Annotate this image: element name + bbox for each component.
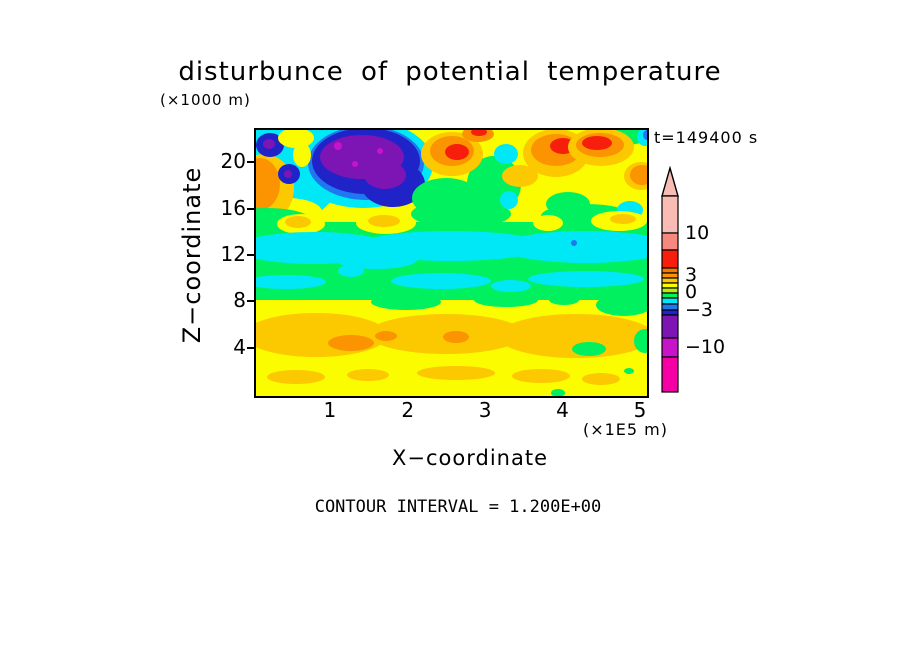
y-tick-mark bbox=[247, 208, 254, 210]
y-tick-mark bbox=[247, 347, 254, 350]
y-tick-label: 4 bbox=[233, 335, 246, 360]
y-axis-unit-label: (×1000 m) bbox=[160, 91, 251, 109]
colorbar-segment bbox=[661, 267, 679, 274]
x-tick-label: 5 bbox=[633, 398, 647, 422]
time-label: t=149400 s bbox=[654, 128, 759, 147]
plot-title: disturbunce of potential temperature bbox=[178, 57, 722, 87]
x-tick-label: 2 bbox=[401, 398, 415, 422]
colorbar-segment bbox=[661, 287, 679, 294]
y-tick-mark bbox=[247, 160, 254, 163]
colorbar-segment bbox=[661, 232, 679, 251]
x-axis-title: X−coordinate bbox=[392, 446, 548, 470]
x-tick-label: 4 bbox=[556, 398, 569, 422]
colorbar-label: −3 bbox=[685, 299, 714, 321]
colorbar-label: 0 bbox=[685, 281, 698, 303]
colorbar-segment bbox=[661, 249, 679, 269]
colorbar-segment bbox=[661, 277, 679, 284]
x-axis-unit-label: (×1E5 m) bbox=[582, 420, 668, 439]
contour-field bbox=[256, 130, 647, 396]
colorbar-label: 10 bbox=[685, 222, 710, 244]
y-tick-label: 8 bbox=[233, 288, 246, 313]
colorbar-segment bbox=[661, 314, 679, 339]
colorbar-segment bbox=[661, 337, 679, 358]
colorbar-segment bbox=[661, 297, 679, 305]
colorbar-segment bbox=[661, 303, 679, 311]
colorbar-label: 3 bbox=[685, 264, 698, 286]
colorbar-arrow-tip bbox=[661, 166, 679, 197]
contour-interval-note: CONTOUR INTERVAL = 1.200E+00 bbox=[314, 497, 602, 517]
y-tick-mark bbox=[247, 254, 254, 257]
colorbar-label: −10 bbox=[685, 336, 726, 358]
colorbar bbox=[661, 166, 679, 393]
colorbar-segment bbox=[661, 195, 679, 234]
y-tick-label: 20 bbox=[220, 148, 246, 173]
y-tick-label: 16 bbox=[220, 196, 246, 220]
colorbar-segment bbox=[661, 272, 679, 279]
colorbar-segment bbox=[661, 356, 679, 393]
x-tick-label: 1 bbox=[323, 398, 337, 422]
colorbar-segment bbox=[661, 282, 679, 289]
plot-border bbox=[254, 128, 649, 398]
colorbar-segment bbox=[661, 309, 679, 316]
colorbar-segment bbox=[661, 292, 679, 299]
y-tick-label: 12 bbox=[220, 242, 246, 267]
y-tick-mark bbox=[247, 300, 254, 303]
x-tick-label: 3 bbox=[478, 398, 492, 422]
